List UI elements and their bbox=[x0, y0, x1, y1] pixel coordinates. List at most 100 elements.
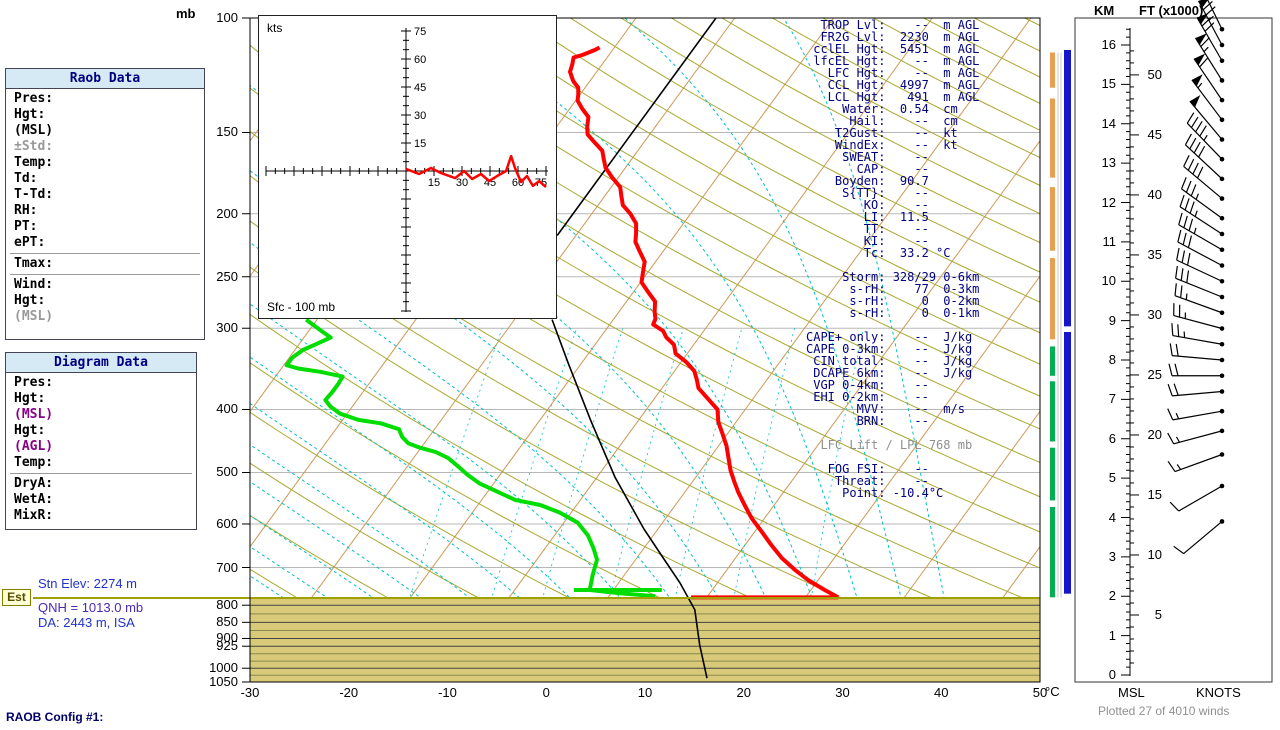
hodograph-tick-label: 15 bbox=[414, 138, 426, 150]
wind-barb bbox=[1171, 323, 1225, 347]
ft-axis-tick-label: 5 bbox=[1154, 606, 1162, 622]
index-line: LI: 11.5 bbox=[806, 210, 929, 224]
wind-barb bbox=[1169, 483, 1225, 512]
hodograph-tick-label: 30 bbox=[414, 110, 426, 122]
raob-field-label: Wind: bbox=[14, 277, 54, 292]
hodograph-tick-label: 75 bbox=[414, 26, 426, 38]
ft-axis-tick-label: 40 bbox=[1147, 186, 1162, 202]
index-line: WindEx: -- kt bbox=[806, 138, 958, 152]
km-axis-tick-label: 11 bbox=[1102, 233, 1117, 249]
index-line: FOG FSI: -- bbox=[806, 462, 929, 476]
temp-axis-label: -10 bbox=[438, 685, 457, 700]
wind-barb bbox=[1194, 33, 1225, 83]
wind-barb bbox=[1186, 112, 1225, 162]
diagram-field-label: MixR: bbox=[14, 508, 54, 523]
index-line: TT: -- bbox=[806, 222, 929, 236]
km-axis-tick-label: 15 bbox=[1101, 76, 1116, 92]
diagram-field-label: WetA: bbox=[14, 492, 54, 507]
plot-border bbox=[249, 17, 1041, 683]
cloud-strip-blue bbox=[1064, 331, 1071, 594]
cloud-strip-orange bbox=[1050, 98, 1055, 178]
pressure-axis-label: 1000 bbox=[209, 660, 238, 676]
raob-config-label: RAOB Config #1: bbox=[6, 710, 104, 724]
pressure-axis-label: 500 bbox=[216, 464, 238, 480]
hodograph-tick-label: 45 bbox=[414, 82, 426, 94]
wind-barb bbox=[1178, 212, 1225, 253]
wind-barb bbox=[1177, 229, 1225, 268]
cloud-strip-blue bbox=[1064, 50, 1071, 327]
index-line: CCL Hgt: 4997 m AGL bbox=[806, 78, 980, 92]
wind-barb bbox=[1207, 0, 1225, 32]
km-axis-tick-label: 10 bbox=[1101, 273, 1116, 289]
km-axis-tick-label: 16 bbox=[1101, 37, 1116, 52]
hodograph-tick-label: 15 bbox=[428, 177, 440, 189]
wind-barb bbox=[1167, 408, 1225, 421]
km-axis-tick-label: 13 bbox=[1101, 155, 1116, 171]
pressure-axis-label: 150 bbox=[216, 124, 238, 140]
ft-axis-tick-label: 20 bbox=[1147, 426, 1162, 442]
index-line: CIN total: -- J/kg bbox=[806, 354, 973, 368]
temperature-trace bbox=[568, 45, 840, 600]
raob-field-label: (MSL) bbox=[14, 123, 54, 138]
wind-barb bbox=[1196, 13, 1225, 64]
knots-label: KNOTS bbox=[1196, 685, 1241, 700]
ft-axis-tick-label: 25 bbox=[1147, 366, 1162, 382]
index-line: Storm: 328/29 0-6km bbox=[806, 270, 980, 284]
raob-field-label: Hgt: bbox=[14, 107, 46, 122]
pressure-axis-label: 100 bbox=[216, 10, 238, 25]
plotted-winds-status: Plotted 27 of 4010 winds bbox=[1098, 704, 1230, 718]
index-line: Point: -10.4°C bbox=[806, 486, 944, 500]
hodograph-inset[interactable]: 15 15 30 30 45 45 60 60 75 75 kts Sfc - 100 mb bbox=[258, 15, 557, 319]
wind-barb bbox=[1179, 194, 1225, 237]
index-line: Tc: 33.2 °C bbox=[806, 246, 951, 260]
pressure-axis-label: 1050 bbox=[209, 674, 238, 689]
wind-barb bbox=[1167, 428, 1225, 445]
raob-panel-fields: Pres: Hgt: (MSL) ±Std: Temp: Td: T-Td: RH: PT: eP… bbox=[6, 89, 204, 325]
index-line: MVV: -- m/s bbox=[806, 402, 965, 416]
wind-barb bbox=[1184, 133, 1225, 182]
index-line: VGP 0-4km: -- bbox=[806, 378, 929, 392]
raob-field-label: RH: bbox=[14, 203, 38, 218]
km-axis-tick-label: 7 bbox=[1108, 391, 1116, 407]
diagram-field-label: DryA: bbox=[14, 476, 54, 491]
wind-barb bbox=[1180, 177, 1225, 221]
est-badge: Est bbox=[2, 589, 31, 606]
temp-axis-label: -20 bbox=[339, 685, 359, 700]
dewpoint-trace bbox=[284, 318, 656, 599]
raob-field-label: Temp: bbox=[14, 155, 54, 170]
hodograph-tick-label: 60 bbox=[512, 177, 524, 189]
diagram-field-label: (MSL) bbox=[14, 407, 54, 422]
pressure-axis-label: 800 bbox=[216, 597, 238, 613]
index-line: cclEL Hgt: 5451 m AGL bbox=[806, 42, 980, 56]
pressure-axis-label: 250 bbox=[216, 268, 238, 284]
temp-axis-label: 20 bbox=[736, 685, 751, 700]
ft-axis-tick-label: 15 bbox=[1147, 486, 1162, 502]
parcel-trace bbox=[551, 319, 708, 679]
km-axis-label: KM bbox=[1094, 3, 1115, 18]
cloud-strip-green bbox=[1050, 346, 1055, 376]
station-elevation-label: Stn Elev: 2274 m bbox=[38, 576, 137, 591]
hodograph-units-label: kts bbox=[267, 21, 283, 35]
pressure-axis-label: 300 bbox=[216, 320, 238, 336]
hodograph-tick-label: 60 bbox=[414, 54, 426, 66]
wind-barb bbox=[1169, 343, 1225, 363]
pressure-axis-label: 850 bbox=[216, 614, 238, 630]
km-axis-tick-label: 8 bbox=[1108, 352, 1116, 367]
pressure-axis-label: 900 bbox=[216, 630, 238, 646]
index-line: KO: -- bbox=[806, 198, 929, 212]
wind-barb bbox=[1189, 95, 1225, 142]
index-line: BRN: -- bbox=[806, 414, 929, 428]
diagram-data-panel: Diagram Data Pres: Hgt: (MSL) Hgt: (AGL) Temp… bbox=[5, 352, 197, 530]
km-axis-tick-label: 5 bbox=[1108, 470, 1116, 486]
temp-axis-label: 50 bbox=[1032, 685, 1048, 700]
index-line: S{TT}: -- bbox=[806, 186, 929, 200]
index-line: Water: 0.54 cm bbox=[806, 102, 958, 116]
index-line: s-rH: 0 0-2km bbox=[806, 294, 980, 308]
raob-field-label: ePT: bbox=[14, 235, 46, 250]
cloud-strip-green bbox=[1050, 447, 1055, 501]
km-axis-tick-label: 12 bbox=[1101, 194, 1116, 210]
pressure-axis-label: 200 bbox=[216, 205, 238, 221]
diagram-field-label: Hgt: bbox=[14, 423, 46, 438]
